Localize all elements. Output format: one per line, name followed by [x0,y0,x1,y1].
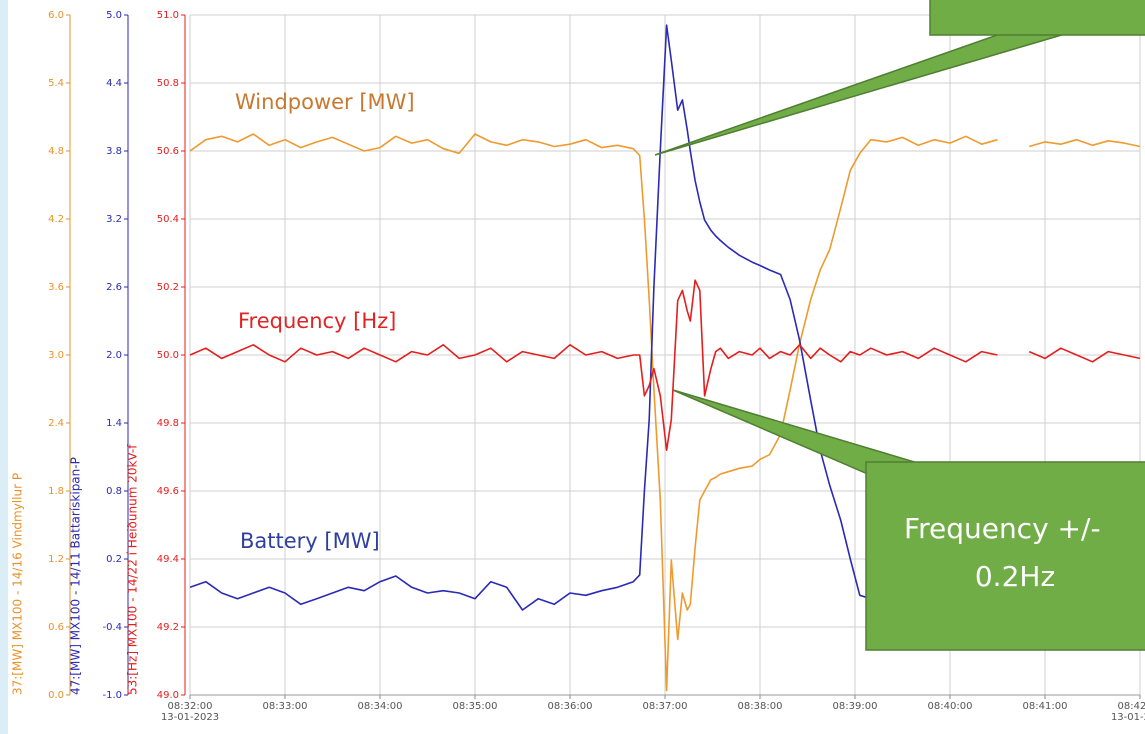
y-tick-label: 49.6 [157,486,179,497]
y-tick-label: 49.4 [157,554,179,565]
y-tick-label: 50.8 [157,78,179,89]
page: {"chart_data": { "type": "line", "x": ["… [0,0,1145,734]
y-tick-label: 49.8 [157,418,179,429]
y-tick-label: 50.0 [157,350,179,361]
x-tick-label: 08:38:00 [738,701,783,712]
y-tick-label: -0.4 [102,622,122,633]
y-tick-label: 1.2 [48,554,64,565]
x-tick-label: 08:37:00 [643,701,688,712]
y-tick-label: 5.4 [48,78,64,89]
y-tick-label: 50.2 [157,282,179,293]
x-tick-label: 08:41:00 [1023,701,1068,712]
y-tick-label: 2.4 [48,418,64,429]
y-tick-label: 0.0 [48,690,64,701]
x-tick-label: 08:36:00 [548,701,593,712]
x-tick-label: 08:39:00 [833,701,878,712]
y-tick-label: 4.2 [48,214,64,225]
callout-box [866,462,1145,650]
series-labels: Windpower [MW] Battery [MW] Frequency [Hz] [235,90,415,553]
y-tick-label: -1.0 [102,690,122,701]
y-tick-label: 0.6 [48,622,64,633]
x-tick-label: 08:42:00 [1118,701,1145,712]
y-tick-label: 1.4 [106,418,122,429]
y-tick-label: 3.6 [48,282,64,293]
y-tick-label: 0.2 [106,554,122,565]
y-tick-label: 3.2 [106,214,122,225]
y-tick-label: 1.8 [48,486,64,497]
legend-label: Windpower [MW] [235,90,415,114]
x-tick-label: 08:32:00 [168,701,213,712]
y-tick-label: 4.8 [48,146,64,157]
y-tick-label: 4.4 [106,78,122,89]
y-axis-title: 53:[Hz] MX100 - 14/22 í Heiðunum 20kV-f [126,444,140,695]
callout-text: 0.2Hz [975,560,1055,593]
callouts: Frequency +/- 0.2Hz [655,0,1145,650]
y-tick-label: 51.0 [157,10,179,21]
chart: 08:32:0013-01-202308:33:0008:34:0008:35:… [0,0,1145,734]
x-tick-label: 08:35:00 [453,701,498,712]
legend-label: Frequency [Hz] [238,309,396,333]
x-date-label: 13-01-2023 [1111,712,1145,723]
legend-label: Battery [MW] [240,529,380,553]
y-tick-label: 50.6 [157,146,179,157]
y-tick-label: 50.4 [157,214,179,225]
callout-box [930,0,1145,35]
callout-pointer [655,34,1065,155]
y-axis-title: 47:[MW] MX100 - 14/11 Battarískipan-P [69,457,83,695]
y-tick-label: 2.0 [106,350,122,361]
x-date-label: 13-01-2023 [161,712,219,723]
x-tick-label: 08:40:00 [928,701,973,712]
x-tick-label: 08:34:00 [358,701,403,712]
edge-strip [0,0,8,734]
y-tick-label: 5.0 [106,10,122,21]
y-tick-label: 49.2 [157,622,179,633]
y-tick-label: 3.0 [48,350,64,361]
callout-text: Frequency +/- [904,512,1101,545]
x-tick-label: 08:33:00 [263,701,308,712]
y-tick-label: 3.8 [106,146,122,157]
y-tick-label: 49.0 [157,690,179,701]
y-tick-label: 2.6 [106,282,122,293]
y-tick-label: 0.8 [106,486,122,497]
y-tick-label: 6.0 [48,10,64,21]
y-axis-title: 37:[MW] MX100 - 14/16 Vindmyllur P [11,473,25,695]
